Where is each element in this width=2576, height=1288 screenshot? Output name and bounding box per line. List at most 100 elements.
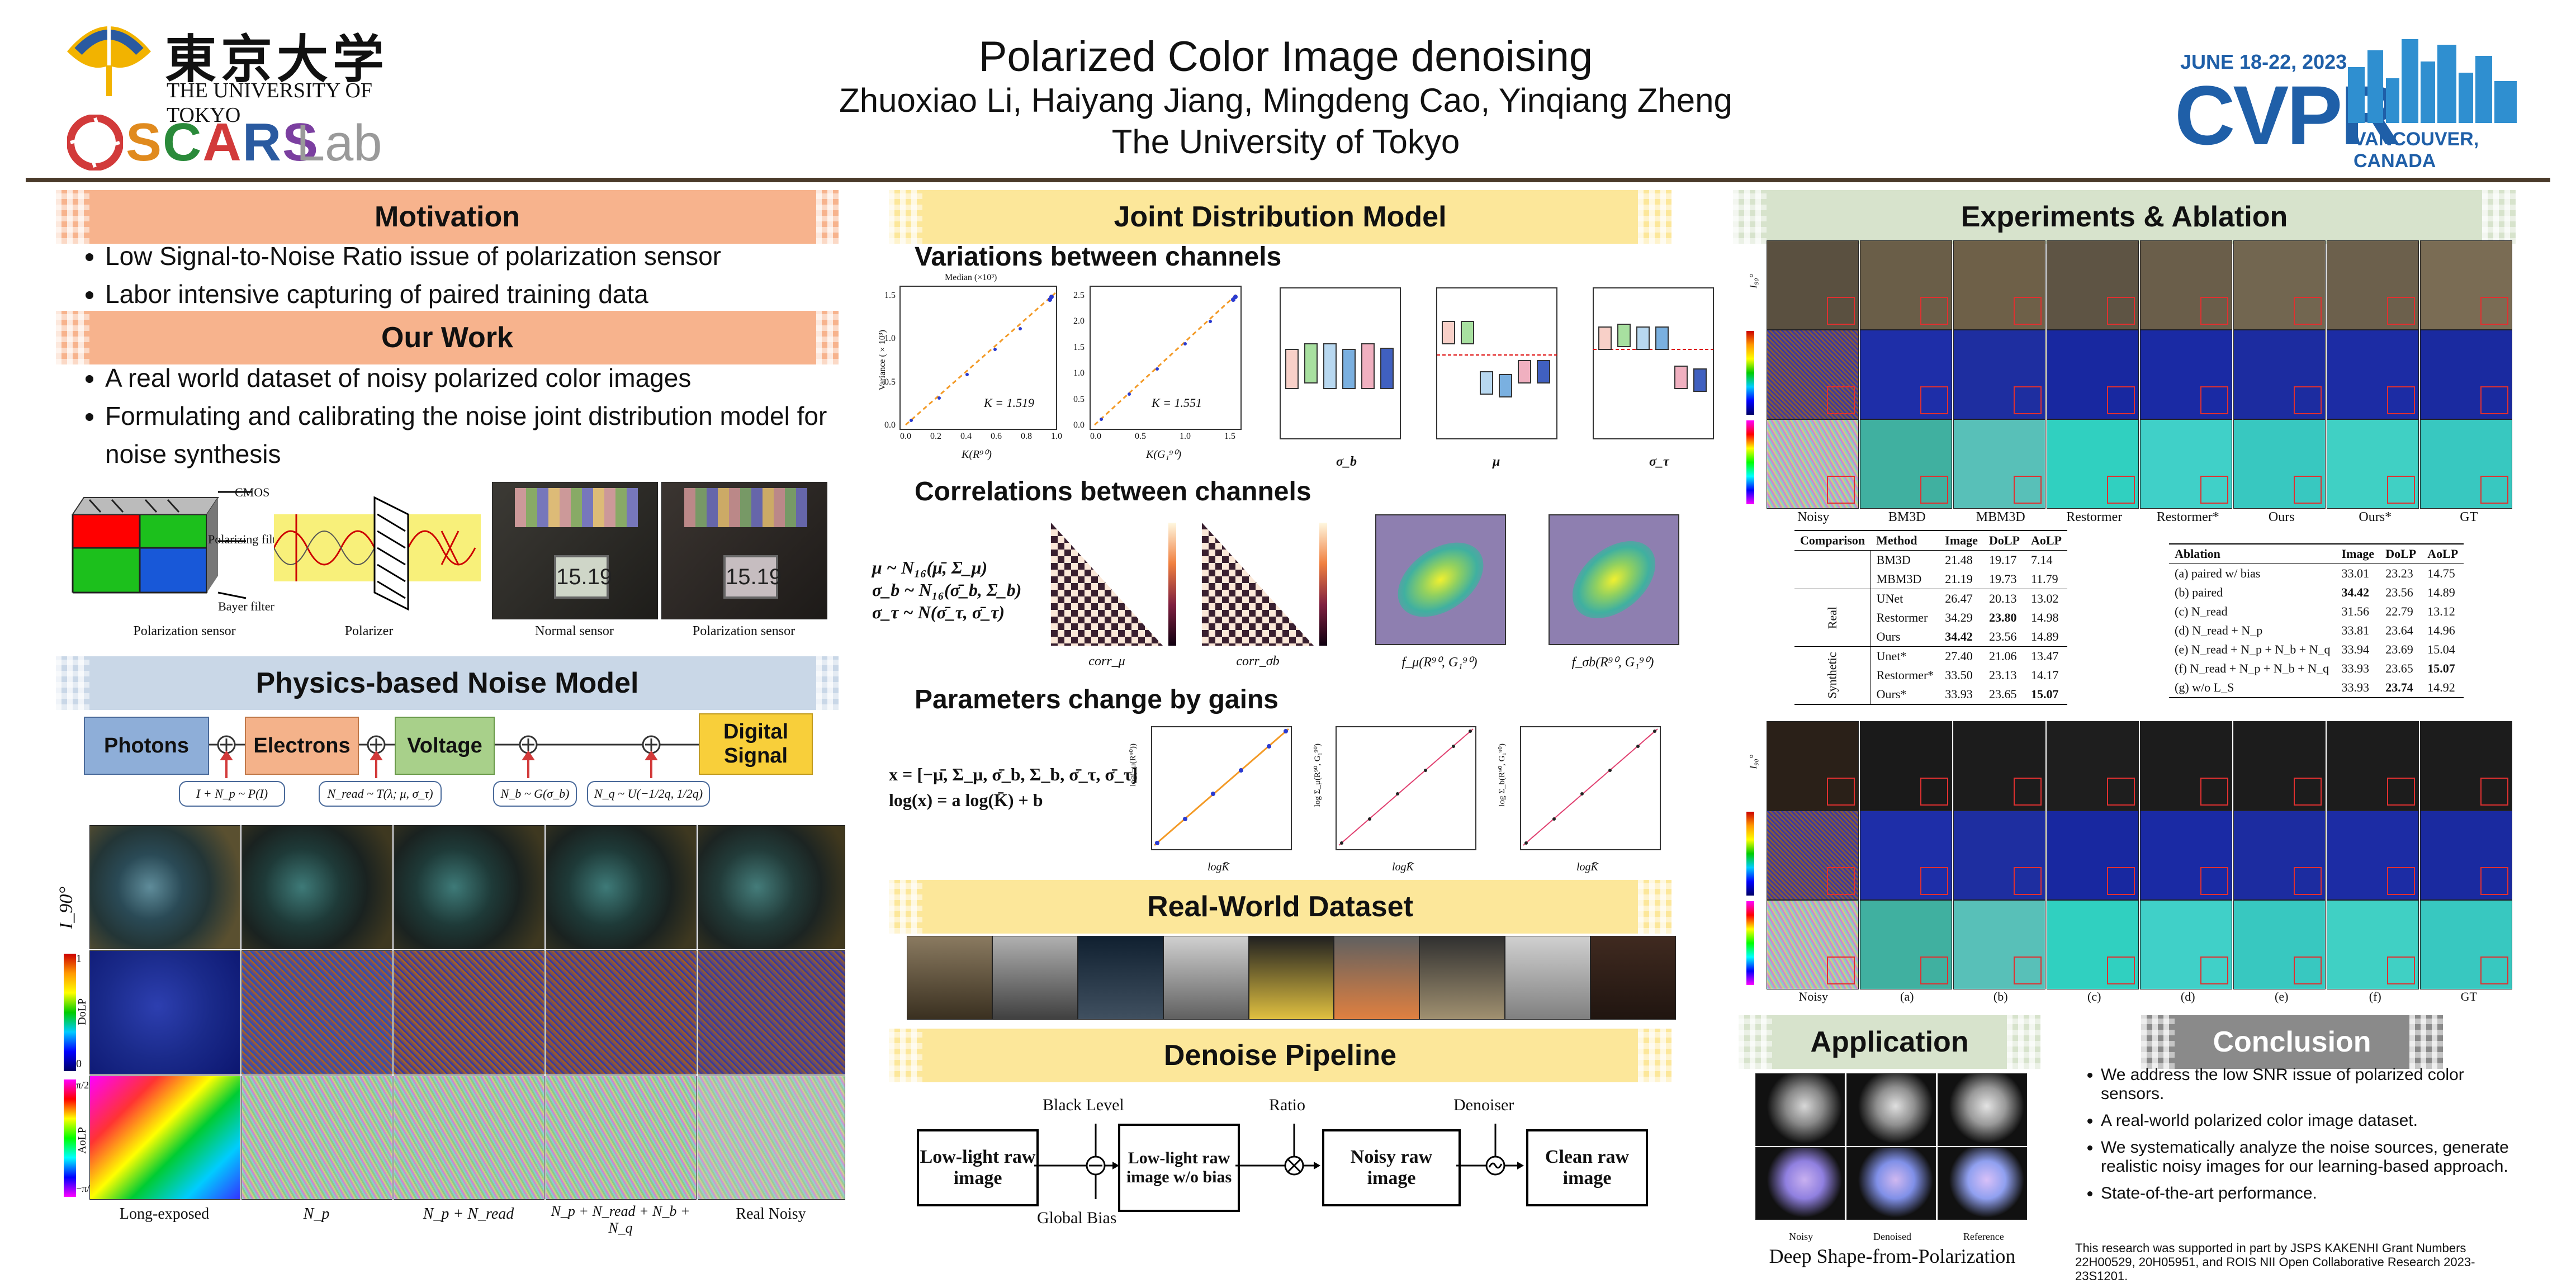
banner-pixel-deco xyxy=(56,311,89,364)
result-tile xyxy=(2327,900,2419,989)
label-black-level: Black Level xyxy=(1043,1096,1124,1114)
aolp-colorbar xyxy=(1746,420,1754,504)
image-tile xyxy=(242,950,392,1074)
zoom-inset-box xyxy=(1920,778,1948,806)
zoom-inset-box xyxy=(2200,778,2228,806)
result-tile xyxy=(1767,721,1859,811)
table-row: (d) N_read + N_p 33.81 23.64 14.96 xyxy=(2169,621,2464,640)
image-tile xyxy=(242,1076,392,1200)
table-cell: 14.89 xyxy=(2030,629,2059,643)
grid2-column-labels: Noisy (a) (b) (c) (d) (e) (f) GT xyxy=(1767,989,2516,1004)
formula-read-noise: N_read ~ T(λ; μ, σ_τ) xyxy=(319,781,442,807)
image-tile xyxy=(89,1076,240,1200)
gain-y-label: log(−μ(R⁹⁰)) xyxy=(1129,744,1138,787)
zoom-inset-box xyxy=(1920,476,1948,504)
table-cell: 27.40 xyxy=(1945,649,1973,663)
zoom-inset-box xyxy=(2294,956,2322,984)
poster-authors: Zhuoxiao Li, Haiyang Jiang, Mingdeng Cao… xyxy=(839,82,1732,119)
table-cell: UNet xyxy=(1876,591,1903,605)
col-caption: Long-exposed xyxy=(119,1205,210,1223)
table-cell: 13.02 xyxy=(2030,591,2059,605)
dataset-title: Real-World Dataset xyxy=(1147,891,1413,923)
zoom-inset-box xyxy=(2480,476,2508,504)
lab-logo-letters: SCARS xyxy=(126,112,320,172)
table-cell: 21.19 xyxy=(1945,572,1973,586)
pipeline-box-lowlight: Low-light raw image xyxy=(917,1129,1039,1206)
skyline-icon xyxy=(2348,39,2517,123)
table-cell: 15.04 xyxy=(2427,642,2455,656)
box-chart-sigma-b: σ_b xyxy=(1252,282,1403,472)
result-tile xyxy=(2140,419,2232,509)
variations-title: Variations between channels xyxy=(915,242,1282,272)
table-header: Image xyxy=(1945,533,1978,547)
comparison-table: Comparison Method Image DoLP AoLP BM3D 21.48 19… xyxy=(1794,530,2067,705)
column-label: (a) xyxy=(1900,989,1914,1003)
dolp-scale-bottom: 0 xyxy=(76,1058,82,1070)
zoom-inset-box xyxy=(2014,956,2042,984)
table-cell: BM3D xyxy=(1876,553,1911,567)
app-caption: Reference xyxy=(1963,1231,2004,1242)
table-cell: (g) w/o L_S xyxy=(2175,680,2234,694)
table-cell: (c) N_read xyxy=(2175,604,2228,618)
column-label: GT xyxy=(2460,989,2477,1003)
banner-pixel-deco xyxy=(1733,190,1767,244)
utokyo-kanji: 東京大学 xyxy=(165,31,389,88)
scatter-chart-1: Median (×10³) K = 1.519 Variance (×10³) … xyxy=(878,268,1068,464)
table-cell: 33.93 xyxy=(2341,661,2370,675)
box-x-label: σ_τ xyxy=(1649,454,1669,469)
table-header: AoLP xyxy=(2427,547,2459,561)
dataset-image xyxy=(1590,936,1677,1020)
banner-pixel-deco xyxy=(1739,1015,1772,1069)
list-item: We systematically analyze the noise sour… xyxy=(2101,1138,2526,1176)
acknowledgement: This research was supported in part by J… xyxy=(2075,1241,2475,1283)
polarizing-filter-label: Polarizing filter xyxy=(208,532,286,546)
table-cell: 14.17 xyxy=(2030,668,2059,682)
corr-formula: σ_b ~ N₁₆(σ̄_b, Σ_b) xyxy=(872,580,1022,600)
result-tile xyxy=(2047,330,2139,419)
label-global-bias: Global Bias xyxy=(1037,1209,1117,1227)
column-label: BM3D xyxy=(1888,510,1926,524)
result-tile xyxy=(2233,240,2326,330)
column-label: Ours xyxy=(2268,510,2295,524)
result-tile xyxy=(1767,330,1859,419)
list-item: We address the low SNR issue of polarize… xyxy=(2101,1066,2526,1104)
block-digital-signal: Digital Signal xyxy=(699,713,813,775)
table-cell: 19.17 xyxy=(1988,553,2017,567)
image-tile xyxy=(394,825,544,949)
result-tile xyxy=(2140,330,2232,419)
table-cell: 33.93 xyxy=(2341,680,2370,694)
group-label: Real xyxy=(1794,589,1871,647)
result-tile xyxy=(2047,721,2139,811)
gain-chart-1: log(−μ(R⁹⁰)) logK̄ xyxy=(1118,721,1297,878)
gains-formula: log(x) = a log(K̄) + b xyxy=(889,790,1043,810)
image-tile xyxy=(242,825,392,949)
table-cell: 34.29 xyxy=(1945,610,1973,624)
dataset-image xyxy=(1163,936,1249,1020)
application-banner: Application xyxy=(1739,1015,2040,1069)
table-cell: (e) N_read + N_p + N_b + N_q xyxy=(2175,642,2331,656)
result-tile xyxy=(1953,811,2045,900)
cvpr-dates: JUNE 18-22, 2023 xyxy=(2180,50,2347,73)
zoom-inset-box xyxy=(2294,386,2322,414)
banner-pixel-deco xyxy=(889,190,922,244)
zoom-inset-box xyxy=(2387,956,2415,984)
zoom-inset-box xyxy=(2014,778,2042,806)
result-tile xyxy=(1860,900,1952,989)
list-item: Labor intensive capturing of paired trai… xyxy=(105,275,882,313)
result-tile xyxy=(2327,419,2419,509)
gain-x-label: logK̄ xyxy=(1208,861,1229,873)
result-tile xyxy=(1767,811,1859,900)
gain-y-label: log Σ_μ(R⁹⁰, G₁⁹⁰) xyxy=(1313,744,1322,807)
result-tile xyxy=(2233,900,2326,989)
corr-caption: f_σb(R⁹⁰, G₁⁹⁰) xyxy=(1571,655,1654,670)
block-voltage: Voltage xyxy=(395,717,495,775)
result-tile xyxy=(1860,240,1952,330)
correlations-title: Correlations between channels xyxy=(915,477,1311,506)
pipeline-box-noisy: Noisy raw image xyxy=(1322,1129,1461,1206)
physics-image-grid: I_90° 1 DoLP 0 π/2 AoLP −π/2 Long-expose… xyxy=(56,825,845,1236)
image-tile xyxy=(698,1076,845,1200)
image-tile xyxy=(89,825,240,949)
banner-pixel-deco xyxy=(2482,190,2516,244)
table-header: DoLP xyxy=(2385,547,2417,561)
zoom-inset-box xyxy=(2200,956,2228,984)
